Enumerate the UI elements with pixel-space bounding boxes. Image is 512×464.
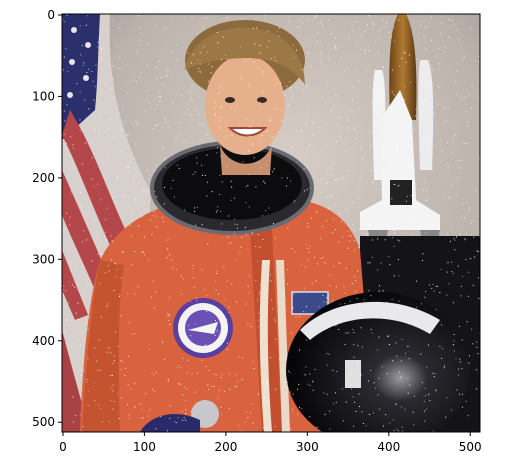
y-tick-label: 0 bbox=[47, 8, 55, 22]
y-tick-label: 100 bbox=[32, 89, 55, 103]
x-tick-label: 200 bbox=[214, 440, 237, 454]
x-axis: 0 100 200 300 400 500 bbox=[59, 432, 482, 454]
mission-patch bbox=[173, 298, 233, 358]
gloves bbox=[140, 400, 219, 432]
helmet bbox=[286, 292, 470, 432]
neck-ring bbox=[150, 141, 314, 235]
x-tick-label: 300 bbox=[296, 440, 319, 454]
y-tick-label: 500 bbox=[32, 415, 55, 429]
y-axis: 0 100 200 300 400 500 bbox=[32, 8, 62, 429]
y-tick-label: 300 bbox=[32, 252, 55, 266]
y-tick-label: 200 bbox=[32, 171, 55, 185]
salt-noise bbox=[62, 14, 480, 432]
person-head bbox=[185, 20, 305, 175]
axes-frame bbox=[61, 13, 481, 433]
x-tick-label: 400 bbox=[377, 440, 400, 454]
x-tick-label: 0 bbox=[59, 440, 67, 454]
y-tick-label: 400 bbox=[32, 334, 55, 348]
x-tick-label: 500 bbox=[459, 440, 482, 454]
x-tick-label: 100 bbox=[133, 440, 156, 454]
space-shuttle-model bbox=[360, 14, 440, 240]
astronaut-photo bbox=[62, 14, 480, 432]
name-tag bbox=[291, 291, 329, 315]
